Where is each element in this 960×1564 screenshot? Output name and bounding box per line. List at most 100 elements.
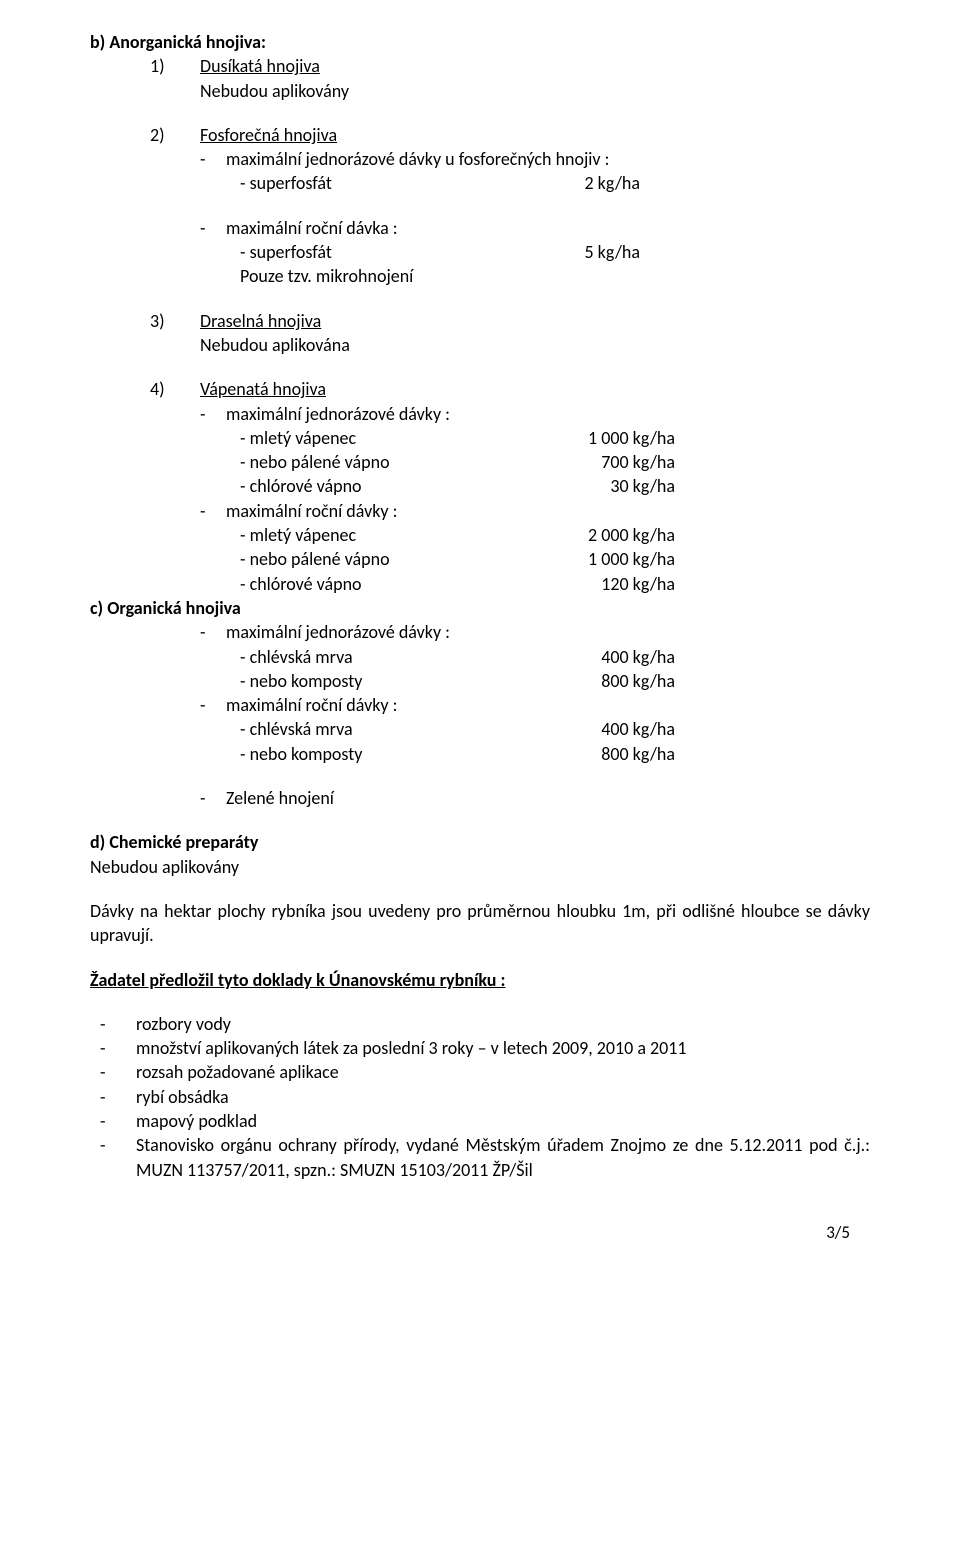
appl-item-3-text: rozsah požadované aplikace [136,1060,339,1084]
appl-item-4: - rybí obsádka [100,1085,870,1109]
b-item-2-title: Fosforečná hnojiva [200,123,337,147]
b-item-1-num: 1) [150,54,200,78]
b-item-1-line: Nebudou aplikovány [200,79,870,103]
dash-icon: - [100,1012,136,1036]
c-sub1-row2: - nebo komposty 800 kg/ha [240,669,870,693]
b-item-4-sub2-row3: - chlórové vápno 120 kg/ha [240,572,870,596]
row-label: - chlévská mrva [240,645,353,669]
row-value: 400 kg/ha [601,645,870,669]
b-item-4-sub1-row3: - chlórové vápno 30 kg/ha [240,474,870,498]
row-value: 800 kg/ha [601,669,870,693]
section-d-heading: d) Chemické preparáty [90,830,870,854]
b-item-3-num: 3) [150,309,200,333]
appl-item-4-text: rybí obsádka [136,1085,229,1109]
appl-item-2-text: množství aplikovaných látek za poslední … [136,1036,687,1060]
appl-item-2: - množství aplikovaných látek za posledn… [100,1036,870,1060]
appl-item-3: - rozsah požadované aplikace [100,1060,870,1084]
b-item-4-sub2-row2: - nebo pálené vápno 1 000 kg/ha [240,547,870,571]
c-sub2-row1: - chlévská mrva 400 kg/ha [240,717,870,741]
dash-icon: - [100,1109,136,1133]
row-value: 700 kg/ha [601,450,870,474]
row-value: 1 000 kg/ha [588,547,870,571]
appl-item-6: - Stanovisko orgánu ochrany přírody, vyd… [100,1133,870,1182]
row-value: 2 000 kg/ha [588,523,870,547]
dash-icon: - [200,786,226,810]
b-item-2-sub2-label: maximální roční dávka : [226,216,398,240]
c-sub2-row2: - nebo komposty 800 kg/ha [240,742,870,766]
row-label: - nebo komposty [240,669,362,693]
row-label: - superfosfát [240,171,332,195]
b-item-2-sub1-label: maximální jednorázové dávky u fosforečný… [226,147,609,171]
row-value: 1 000 kg/ha [588,426,870,450]
dash-icon: - [100,1060,136,1084]
b-item-3-title: Draselná hnojiva [200,309,321,333]
b-item-2-sub2: - maximální roční dávka : [200,216,870,240]
row-label: - chlórové vápno [240,572,362,596]
b-item-4-sub1-row2: - nebo pálené vápno 700 kg/ha [240,450,870,474]
row-label: - chlévská mrva [240,717,353,741]
row-label: - chlórové vápno [240,474,362,498]
b-item-2-num: 2) [150,123,200,147]
c-sub1-row1: - chlévská mrva 400 kg/ha [240,645,870,669]
b-item-4-sub1-label: maximální jednorázové dávky : [226,402,450,426]
dash-icon: - [200,147,226,171]
applicant-heading: Žadatel předložil tyto doklady k Únanovs… [90,968,870,992]
dash-icon: - [200,499,226,523]
c-sub3: - Zelené hnojení [200,786,870,810]
dash-icon: - [200,620,226,644]
b-item-2: 2) Fosforečná hnojiva [150,123,870,147]
row-value: 5 kg/ha [584,240,870,264]
dash-icon: - [100,1036,136,1060]
c-sub1: - maximální jednorázové dávky : [200,620,870,644]
b-item-4-sub1: - maximální jednorázové dávky : [200,402,870,426]
appl-item-1-text: rozbory vody [136,1012,231,1036]
dash-icon: - [200,216,226,240]
row-label: - nebo pálené vápno [240,547,390,571]
row-value: 400 kg/ha [601,717,870,741]
appl-item-5-text: mapový podklad [136,1109,257,1133]
section-d-line: Nebudou aplikovány [90,855,870,879]
row-value: 800 kg/ha [601,742,870,766]
b-item-4-sub2-label: maximální roční dávky : [226,499,397,523]
row-value: 2 kg/ha [584,171,870,195]
b-item-2-sub1-row1: - superfosfát 2 kg/ha [240,171,870,195]
row-value: 30 kg/ha [610,474,870,498]
c-sub2: - maximální roční dávky : [200,693,870,717]
document-page: b) Anorganická hnojiva: 1) Dusíkatá hnoj… [0,0,960,1285]
b-item-2-sub2-line: Pouze tzv. mikrohnojení [240,264,870,288]
b-item-2-sub2-row1: - superfosfát 5 kg/ha [240,240,870,264]
dash-icon: - [200,402,226,426]
b-item-3-line: Nebudou aplikována [200,333,870,357]
row-label: - nebo pálené vápno [240,450,390,474]
dash-icon: - [100,1085,136,1109]
row-label: - mletý vápenec [240,523,356,547]
row-label: - nebo komposty [240,742,362,766]
b-item-3: 3) Draselná hnojiva [150,309,870,333]
c-sub3-label: Zelené hnojení [226,786,334,810]
dash-icon: - [100,1133,136,1182]
b-item-4-sub1-row1: - mletý vápenec 1 000 kg/ha [240,426,870,450]
appl-item-5: - mapový podklad [100,1109,870,1133]
row-value: 120 kg/ha [601,572,870,596]
section-c-heading: c) Organická hnojiva [90,596,870,620]
b-item-4-title: Vápenatá hnojiva [200,377,326,401]
section-b-heading-text: b) Anorganická hnojiva [90,31,261,53]
b-item-4: 4) Vápenatá hnojiva [150,377,870,401]
row-label: - mletý vápenec [240,426,356,450]
applicant-list: - rozbory vody - množství aplikovaných l… [100,1012,870,1182]
row-label: - superfosfát [240,240,332,264]
appl-item-1: - rozbory vody [100,1012,870,1036]
dash-icon: - [200,693,226,717]
b-item-4-sub2: - maximální roční dávky : [200,499,870,523]
appl-item-6-text: Stanovisko orgánu ochrany přírody, vydan… [136,1133,870,1182]
paragraph-doses: Dávky na hektar plochy rybníka jsou uved… [90,899,870,948]
b-item-2-sub1: - maximální jednorázové dávky u fosforeč… [200,147,870,171]
b-item-1-title: Dusíkatá hnojiva [200,54,320,78]
b-item-1: 1) Dusíkatá hnojiva [150,54,870,78]
page-number: 3/5 [90,1222,870,1245]
section-b-heading: b) Anorganická hnojiva: [90,30,870,54]
c-sub2-label: maximální roční dávky : [226,693,397,717]
b-item-4-sub2-row1: - mletý vápenec 2 000 kg/ha [240,523,870,547]
b-item-4-num: 4) [150,377,200,401]
c-sub1-label: maximální jednorázové dávky : [226,620,450,644]
